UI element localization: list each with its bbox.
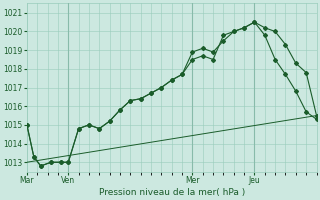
X-axis label: Pression niveau de la mer( hPa ): Pression niveau de la mer( hPa ) xyxy=(99,188,245,197)
